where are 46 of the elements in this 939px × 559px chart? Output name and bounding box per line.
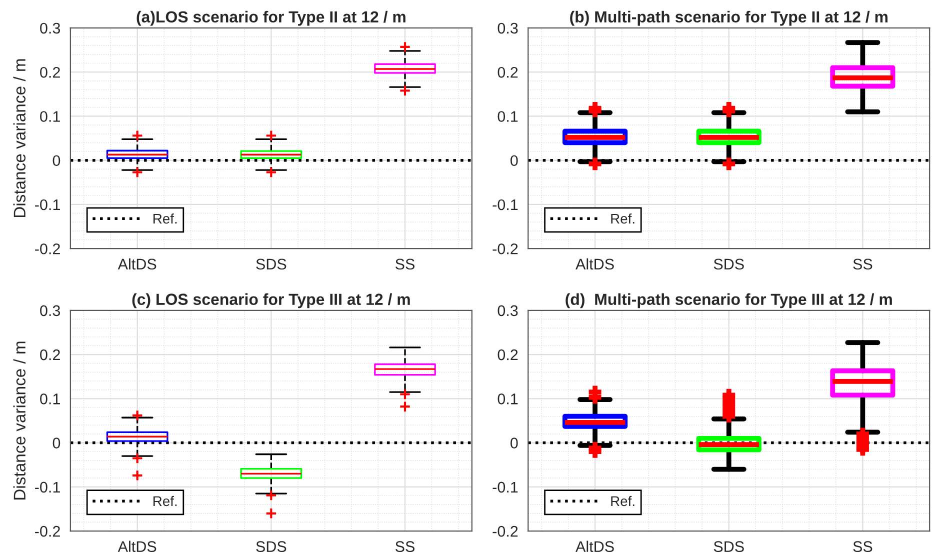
y-tick-label: 0 xyxy=(510,155,518,166)
legend-label: Ref. xyxy=(154,213,177,224)
x-tick-label: SS xyxy=(853,541,872,552)
y-tick-label: 0.2 xyxy=(40,66,60,78)
x-tick-label: SDS xyxy=(256,258,286,270)
y-tick-label: 0.2 xyxy=(498,349,518,360)
y-tick-label: 0.1 xyxy=(498,111,518,122)
x-tick-label: SS xyxy=(853,258,872,270)
y-tick-label: 0.3 xyxy=(40,305,60,316)
y-axis-title: Distance variance / m xyxy=(13,342,26,500)
y-tick-label: -0.1 xyxy=(492,482,518,493)
chart-title: (a)LOS scenario for Type II at 12 / m xyxy=(136,10,406,26)
y-axis-title: Distance variance / m xyxy=(13,59,26,218)
y-tick-label: 0.2 xyxy=(498,66,518,78)
x-tick-label: AltDS xyxy=(576,258,614,270)
y-tick-label: 0 xyxy=(52,155,60,166)
y-tick-label: -0.2 xyxy=(492,526,518,537)
y-tick-label: 0 xyxy=(510,438,518,448)
y-tick-label: 0.1 xyxy=(40,394,60,404)
x-tick-label: SS xyxy=(396,258,414,270)
y-tick-label: -0.2 xyxy=(492,243,518,254)
y-tick-label: 0.3 xyxy=(498,22,518,34)
y-tick-label: -0.2 xyxy=(35,526,60,537)
x-tick-label: AltDS xyxy=(118,258,156,270)
y-tick-label: -0.1 xyxy=(35,199,60,210)
x-tick-label: SDS xyxy=(256,541,286,552)
legend-label: Ref. xyxy=(611,213,634,224)
y-tick-label: 0.3 xyxy=(40,22,60,34)
x-tick-label: AltDS xyxy=(576,540,614,552)
y-tick-label: -0.2 xyxy=(35,243,60,254)
x-tick-label: AltDS xyxy=(118,540,156,552)
x-tick-label: SS xyxy=(396,541,414,552)
chart-title: (b) Multi-path scenario for Type II at 12 / m xyxy=(570,10,888,26)
y-tick-label: 0.1 xyxy=(498,394,518,404)
y-tick-label: 0.2 xyxy=(40,349,60,360)
x-tick-label: SDS xyxy=(714,541,744,552)
y-tick-label: -0.1 xyxy=(492,199,518,210)
x-tick-label: SDS xyxy=(714,258,744,270)
chart-title: (d) Multi-path scenario for Type III at 12 / m xyxy=(566,293,892,308)
chart-title: (c) LOS scenario for Type III at 12 / m xyxy=(132,293,410,308)
y-tick-label: -0.1 xyxy=(35,482,60,493)
y-tick-label: 0.3 xyxy=(498,305,518,316)
y-tick-label: 0.1 xyxy=(40,111,60,122)
y-tick-label: 0 xyxy=(52,438,60,448)
legend-label: Ref. xyxy=(154,496,177,506)
legend-label: Ref. xyxy=(611,496,634,506)
